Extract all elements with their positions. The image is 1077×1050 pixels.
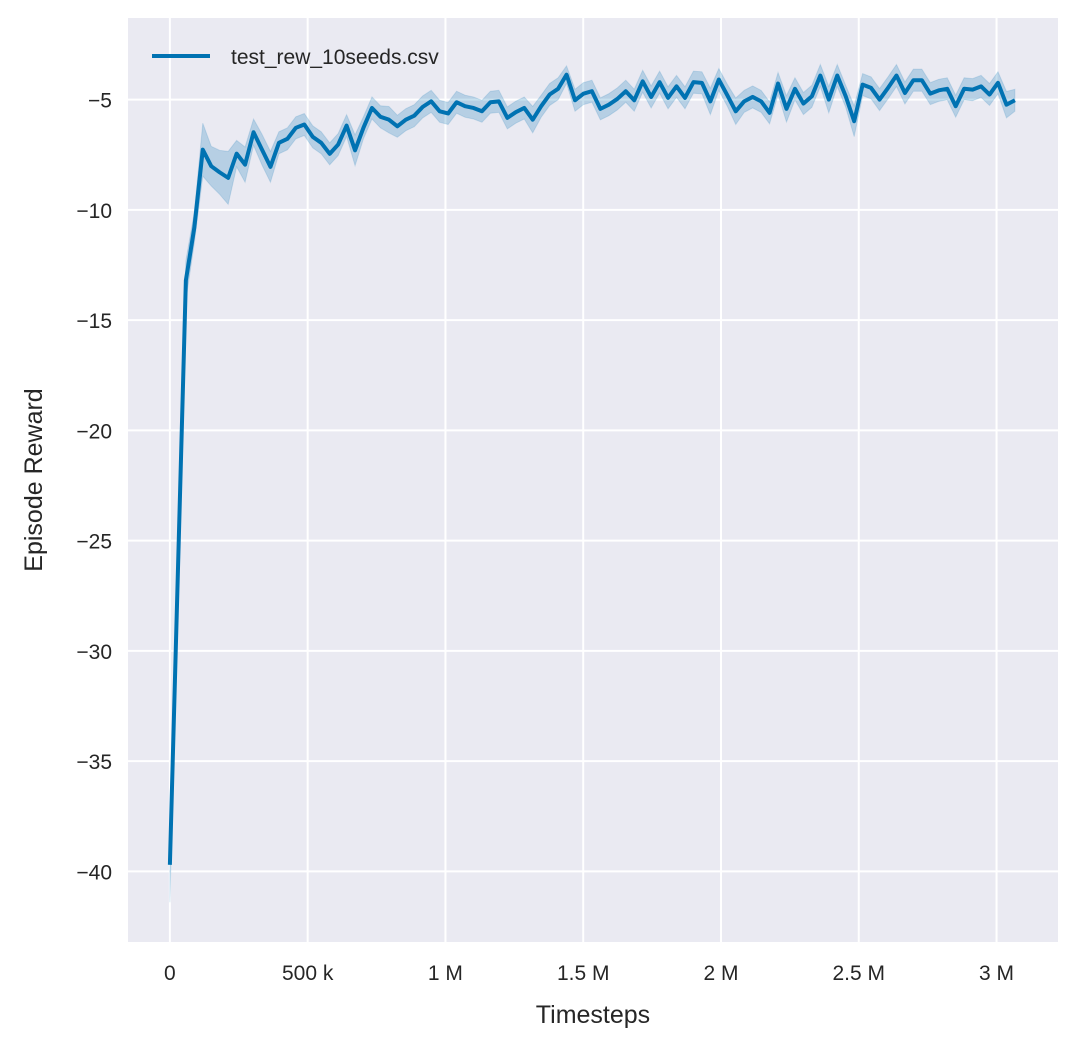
x-tick-label: 2 M — [703, 962, 738, 985]
y-tick-label: −20 — [76, 420, 112, 443]
x-tick-labels: 0 500 k 1 M 1.5 M 2 M 2.5 M 3 M — [164, 962, 1014, 985]
x-tick-label: 0 — [164, 962, 176, 985]
y-tick-labels: −40 −35 −30 −25 −20 −15 −10 −5 — [76, 90, 112, 885]
y-tick-label: −10 — [76, 200, 112, 223]
confidence-band-layer — [169, 63, 1016, 903]
x-tick-label: 500 k — [282, 962, 334, 985]
y-tick-label: −40 — [76, 861, 112, 884]
x-tick-label: 3 M — [979, 962, 1014, 985]
confidence-band — [169, 63, 1016, 903]
y-tick-label: −5 — [88, 90, 112, 113]
y-tick-label: −30 — [76, 641, 112, 664]
y-tick-label: −25 — [76, 531, 112, 554]
legend-label: test_rew_10seeds.csv — [231, 46, 439, 69]
x-axis-label: Timesteps — [536, 1001, 650, 1029]
x-tick-label: 1 M — [428, 962, 463, 985]
grid-lines — [128, 18, 1058, 942]
series-line — [167, 72, 1016, 865]
y-axis-label: Episode Reward — [20, 388, 48, 571]
y-tick-label: −15 — [76, 310, 112, 333]
y-tick-label: −35 — [76, 751, 112, 774]
x-tick-label: 2.5 M — [833, 962, 886, 985]
series-line-layer — [167, 72, 1016, 865]
x-tick-label: 1.5 M — [557, 962, 610, 985]
legend: test_rew_10seeds.csv — [152, 46, 439, 69]
plot-area — [128, 18, 1058, 942]
